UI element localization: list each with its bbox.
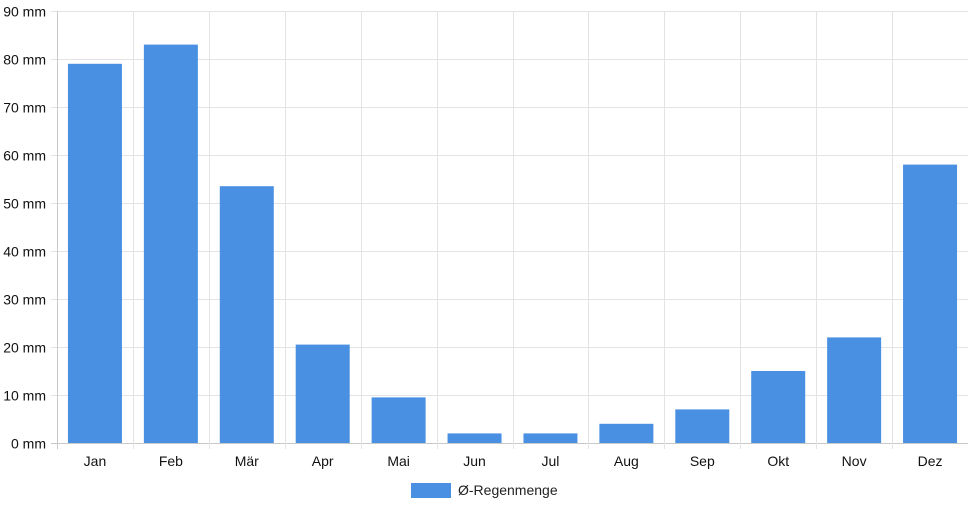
x-axis-ticks: Jan Feb Mär Apr Mai Jun Jul Aug Sep Okt Nov Dez [84,453,943,469]
bar-dez[interactable] [903,164,958,443]
bar-okt[interactable] [751,371,806,443]
x-tick-label: Feb [159,453,183,469]
bar-feb[interactable] [143,44,198,443]
y-tick-label: 40 mm [3,244,46,260]
bar-jan[interactable] [67,63,122,444]
x-tick-label: Dez [918,453,943,469]
bar-sep[interactable] [675,409,730,443]
bar-mär[interactable] [219,186,274,443]
y-axis-ticks: 0 mm 10 mm 20 mm 30 mm 40 mm 50 mm 60 mm 70 mm 8… [3,4,46,452]
y-tick-label: 0 mm [11,436,46,452]
legend[interactable]: Ø-Regenmenge [411,482,558,498]
y-tick-label: 90 mm [3,4,46,20]
y-tick-label: 30 mm [3,292,46,308]
bar-jul[interactable] [523,433,578,443]
bar-nov[interactable] [827,337,882,443]
legend-label[interactable]: Ø-Regenmenge [458,482,558,498]
y-tick-label: 20 mm [3,340,46,356]
bars [67,44,958,444]
legend-swatch[interactable] [411,483,451,498]
bar-aug[interactable] [599,423,654,443]
x-tick-label: Okt [767,453,789,469]
grid-lines [51,11,968,449]
y-tick-label: 70 mm [3,100,46,116]
bar-jun[interactable] [447,433,502,443]
y-tick-label: 80 mm [3,52,46,68]
y-tick-label: 50 mm [3,196,46,212]
x-tick-label: Jul [542,453,560,469]
x-tick-label: Jun [463,453,486,469]
y-tick-label: 60 mm [3,148,46,164]
x-tick-label: Apr [312,453,334,469]
x-tick-label: Mai [387,453,410,469]
x-tick-label: Mär [235,453,259,469]
y-tick-label: 10 mm [3,388,46,404]
bar-mai[interactable] [371,397,426,443]
bar-apr[interactable] [295,344,350,443]
x-tick-label: Nov [842,453,867,469]
x-tick-label: Sep [690,453,715,469]
x-tick-label: Jan [84,453,107,469]
x-tick-label: Aug [614,453,639,469]
